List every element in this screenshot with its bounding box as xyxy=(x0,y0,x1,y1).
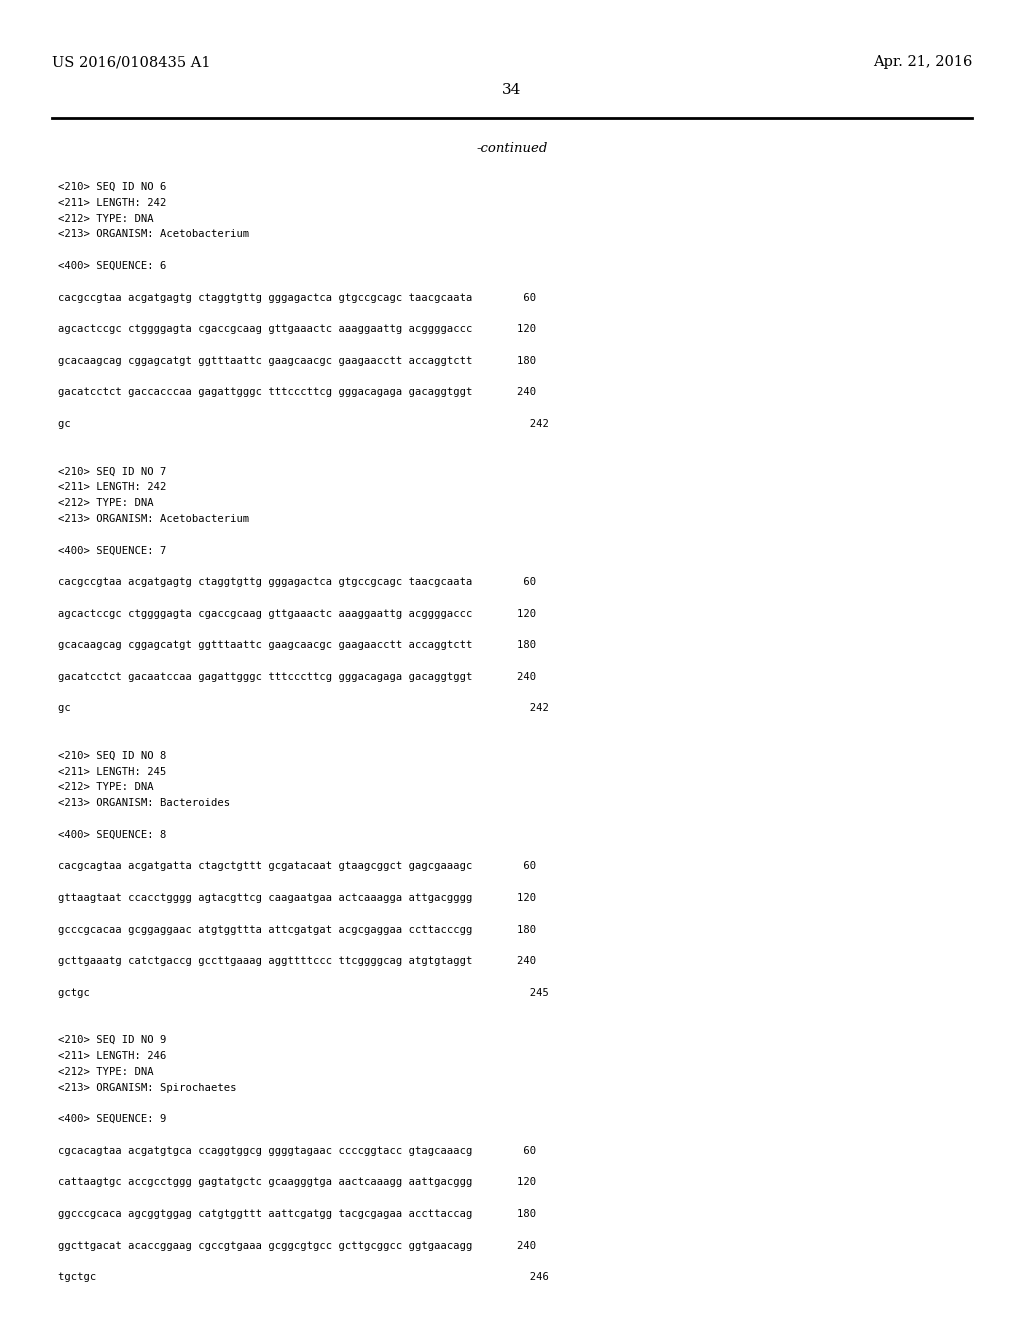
Text: cgcacagtaa acgatgtgca ccaggtggcg ggggtagaac ccccggtacc gtagcaaacg        60: cgcacagtaa acgatgtgca ccaggtggcg ggggtag… xyxy=(58,1146,537,1156)
Text: <213> ORGANISM: Acetobacterium: <213> ORGANISM: Acetobacterium xyxy=(58,513,249,524)
Text: <210> SEQ ID NO 7: <210> SEQ ID NO 7 xyxy=(58,466,166,477)
Text: <212> TYPE: DNA: <212> TYPE: DNA xyxy=(58,783,154,792)
Text: <400> SEQUENCE: 6: <400> SEQUENCE: 6 xyxy=(58,261,166,271)
Text: <210> SEQ ID NO 6: <210> SEQ ID NO 6 xyxy=(58,182,166,191)
Text: ggcccgcaca agcggtggag catgtggttt aattcgatgg tacgcgagaa accttaccag       180: ggcccgcaca agcggtggag catgtggttt aattcga… xyxy=(58,1209,537,1218)
Text: <212> TYPE: DNA: <212> TYPE: DNA xyxy=(58,1067,154,1077)
Text: gc                                                                        242: gc 242 xyxy=(58,418,549,429)
Text: <212> TYPE: DNA: <212> TYPE: DNA xyxy=(58,498,154,508)
Text: US 2016/0108435 A1: US 2016/0108435 A1 xyxy=(52,55,211,69)
Text: <400> SEQUENCE: 7: <400> SEQUENCE: 7 xyxy=(58,545,166,556)
Text: cacgccgtaa acgatgagtg ctaggtgttg gggagactca gtgccgcagc taacgcaata        60: cacgccgtaa acgatgagtg ctaggtgttg gggagac… xyxy=(58,577,537,587)
Text: <213> ORGANISM: Bacteroides: <213> ORGANISM: Bacteroides xyxy=(58,799,230,808)
Text: agcactccgc ctggggagta cgaccgcaag gttgaaactc aaaggaattg acggggaccc       120: agcactccgc ctggggagta cgaccgcaag gttgaaa… xyxy=(58,609,537,619)
Text: <210> SEQ ID NO 9: <210> SEQ ID NO 9 xyxy=(58,1035,166,1045)
Text: <400> SEQUENCE: 8: <400> SEQUENCE: 8 xyxy=(58,830,166,840)
Text: Apr. 21, 2016: Apr. 21, 2016 xyxy=(872,55,972,69)
Text: cattaagtgc accgcctggg gagtatgctc gcaagggtga aactcaaagg aattgacggg       120: cattaagtgc accgcctggg gagtatgctc gcaaggg… xyxy=(58,1177,537,1188)
Text: gttaagtaat ccacctgggg agtacgttcg caagaatgaa actcaaagga attgacgggg       120: gttaagtaat ccacctgggg agtacgttcg caagaat… xyxy=(58,894,537,903)
Text: ggcttgacat acaccggaag cgccgtgaaa gcggcgtgcc gcttgcggcc ggtgaacagg       240: ggcttgacat acaccggaag cgccgtgaaa gcggcgt… xyxy=(58,1241,537,1250)
Text: gcacaagcag cggagcatgt ggtttaattc gaagcaacgc gaagaacctt accaggtctt       180: gcacaagcag cggagcatgt ggtttaattc gaagcaa… xyxy=(58,356,537,366)
Text: <210> SEQ ID NO 8: <210> SEQ ID NO 8 xyxy=(58,751,166,760)
Text: <213> ORGANISM: Acetobacterium: <213> ORGANISM: Acetobacterium xyxy=(58,230,249,239)
Text: gcccgcacaa gcggaggaac atgtggttta attcgatgat acgcgaggaa ccttacccgg       180: gcccgcacaa gcggaggaac atgtggttta attcgat… xyxy=(58,924,537,935)
Text: gctgc                                                                     245: gctgc 245 xyxy=(58,987,549,998)
Text: gcttgaaatg catctgaccg gccttgaaag aggttttccc ttcggggcag atgtgtaggt       240: gcttgaaatg catctgaccg gccttgaaag aggtttt… xyxy=(58,956,537,966)
Text: <211> LENGTH: 242: <211> LENGTH: 242 xyxy=(58,198,166,207)
Text: -continued: -continued xyxy=(476,141,548,154)
Text: cacgcagtaa acgatgatta ctagctgttt gcgatacaat gtaagcggct gagcgaaagc        60: cacgcagtaa acgatgatta ctagctgttt gcgatac… xyxy=(58,862,537,871)
Text: <400> SEQUENCE: 9: <400> SEQUENCE: 9 xyxy=(58,1114,166,1125)
Text: tgctgc                                                                    246: tgctgc 246 xyxy=(58,1272,549,1282)
Text: agcactccgc ctggggagta cgaccgcaag gttgaaactc aaaggaattg acggggaccc       120: agcactccgc ctggggagta cgaccgcaag gttgaaa… xyxy=(58,325,537,334)
Text: 34: 34 xyxy=(503,83,521,96)
Text: gc                                                                        242: gc 242 xyxy=(58,704,549,713)
Text: <211> LENGTH: 246: <211> LENGTH: 246 xyxy=(58,1051,166,1061)
Text: cacgccgtaa acgatgagtg ctaggtgttg gggagactca gtgccgcagc taacgcaata        60: cacgccgtaa acgatgagtg ctaggtgttg gggagac… xyxy=(58,293,537,302)
Text: <213> ORGANISM: Spirochaetes: <213> ORGANISM: Spirochaetes xyxy=(58,1082,237,1093)
Text: <211> LENGTH: 242: <211> LENGTH: 242 xyxy=(58,482,166,492)
Text: <212> TYPE: DNA: <212> TYPE: DNA xyxy=(58,214,154,223)
Text: <211> LENGTH: 245: <211> LENGTH: 245 xyxy=(58,767,166,776)
Text: gacatcctct gacaatccaa gagattgggc tttcccttcg gggacagaga gacaggtggt       240: gacatcctct gacaatccaa gagattgggc tttccct… xyxy=(58,672,537,682)
Text: gcacaagcag cggagcatgt ggtttaattc gaagcaacgc gaagaacctt accaggtctt       180: gcacaagcag cggagcatgt ggtttaattc gaagcaa… xyxy=(58,640,537,651)
Text: gacatcctct gaccacccaa gagattgggc tttcccttcg gggacagaga gacaggtggt       240: gacatcctct gaccacccaa gagattgggc tttccct… xyxy=(58,387,537,397)
